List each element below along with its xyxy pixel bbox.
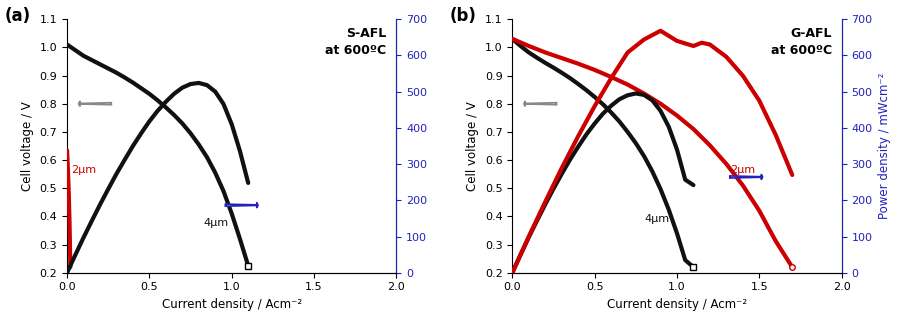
X-axis label: Current density / Acm⁻²: Current density / Acm⁻² bbox=[162, 298, 302, 311]
Y-axis label: Cell voltage / V: Cell voltage / V bbox=[21, 101, 34, 191]
Text: 4μm: 4μm bbox=[204, 218, 229, 228]
Y-axis label: Power density / mWcm⁻²: Power density / mWcm⁻² bbox=[878, 73, 891, 219]
Y-axis label: Cell voltage / V: Cell voltage / V bbox=[466, 101, 480, 191]
Text: S-AFL
at 600ºC: S-AFL at 600ºC bbox=[325, 27, 386, 57]
Text: G-AFL
at 600ºC: G-AFL at 600ºC bbox=[770, 27, 832, 57]
Text: 4μm: 4μm bbox=[644, 214, 669, 224]
Text: (a): (a) bbox=[4, 6, 31, 24]
Text: 2μm: 2μm bbox=[730, 165, 755, 175]
X-axis label: Current density / Acm⁻²: Current density / Acm⁻² bbox=[607, 298, 747, 311]
Text: 2μm: 2μm bbox=[71, 165, 96, 175]
Text: (b): (b) bbox=[450, 6, 477, 24]
